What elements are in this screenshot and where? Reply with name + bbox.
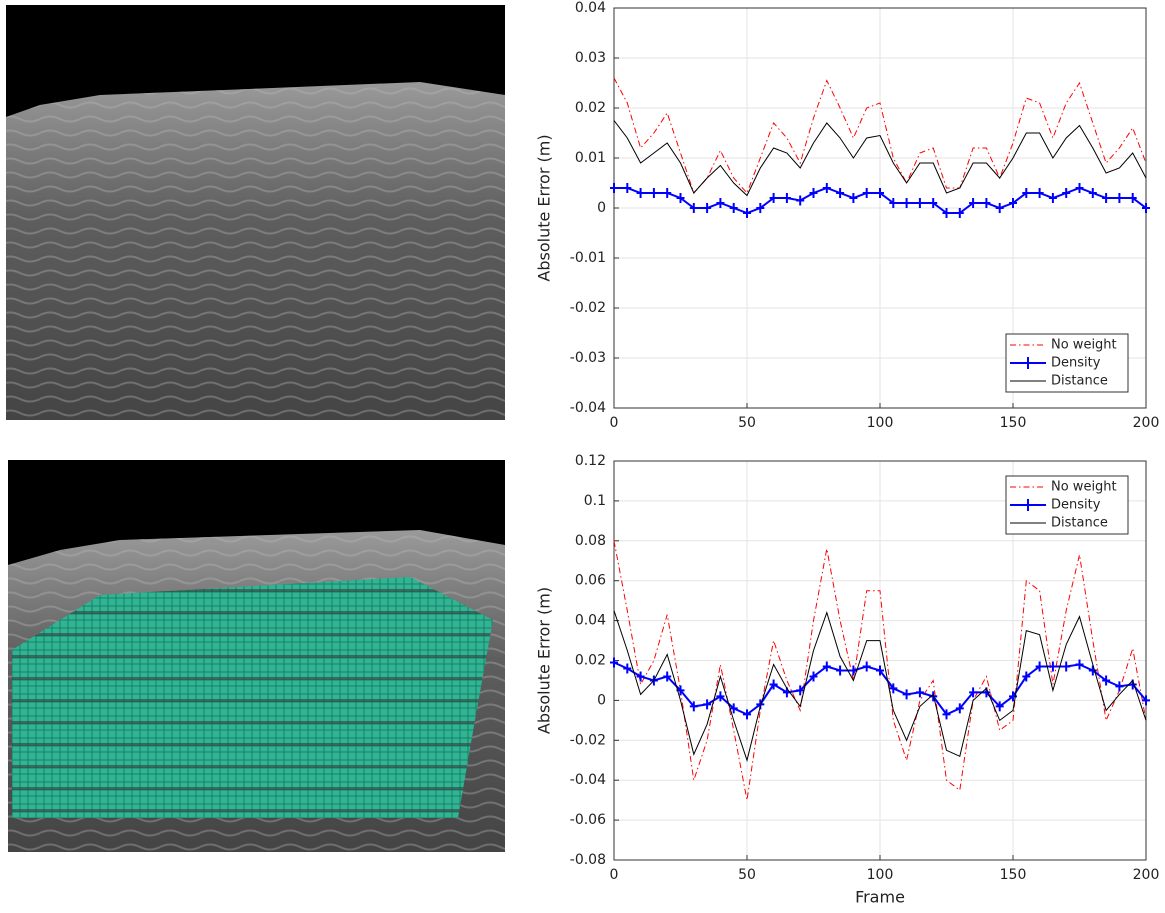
y-tick-label: -0.04 [570,400,606,416]
ocean-image-bottom [8,460,505,852]
y-tick-label: 0.1 [584,493,606,509]
x-tick-label: 100 [867,867,894,883]
legend-label: Density [1051,356,1101,371]
legend-label: Density [1051,498,1101,513]
y-tick-label: 0.08 [575,533,606,549]
y-tick-label: -0.02 [570,300,606,316]
y-tick-label: -0.06 [570,812,606,828]
y-tick-label: 0.12 [575,453,606,469]
x-tick-label: 0 [610,867,619,883]
point-cloud [12,577,493,818]
y-tick-label: -0.02 [570,732,606,748]
x-tick-label: 150 [1000,867,1027,883]
y-tick-label: 0.02 [575,100,606,116]
x-tick-label: 200 [1133,867,1160,883]
y-tick-label: 0 [597,692,606,708]
legend-label: Distance [1051,374,1108,389]
y-tick-label: 0.01 [575,150,606,166]
y-axis-label: Absolute Error (m) [535,134,554,281]
y-tick-label: 0.06 [575,573,606,589]
x-tick-label: 150 [1000,415,1027,431]
legend-label: Distance [1051,516,1108,531]
x-tick-label: 100 [867,415,894,431]
y-tick-label: 0 [597,200,606,216]
legend-label: No weight [1051,338,1117,353]
ocean-image-top [6,5,505,420]
y-axis-label: Absolute Error (m) [535,587,554,734]
x-axis-label: Frame [855,888,905,907]
y-tick-label: 0.04 [575,0,606,16]
y-tick-label: -0.08 [570,852,606,868]
y-tick-label: 0.04 [575,613,606,629]
x-tick-label: 50 [738,415,756,431]
y-tick-label: -0.03 [570,350,606,366]
y-tick-label: 0.02 [575,653,606,669]
x-tick-label: 0 [610,415,619,431]
y-tick-label: -0.01 [570,250,606,266]
y-tick-label: -0.04 [570,772,606,788]
x-tick-label: 200 [1133,415,1160,431]
legend-label: No weight [1051,480,1117,495]
y-tick-label: 0.03 [575,50,606,66]
x-tick-label: 50 [738,867,756,883]
figure: -0.04 -0.03 -0.02 -0.01 0 0.01 0.02 0.03 0.04 0 50… [0,0,1165,909]
